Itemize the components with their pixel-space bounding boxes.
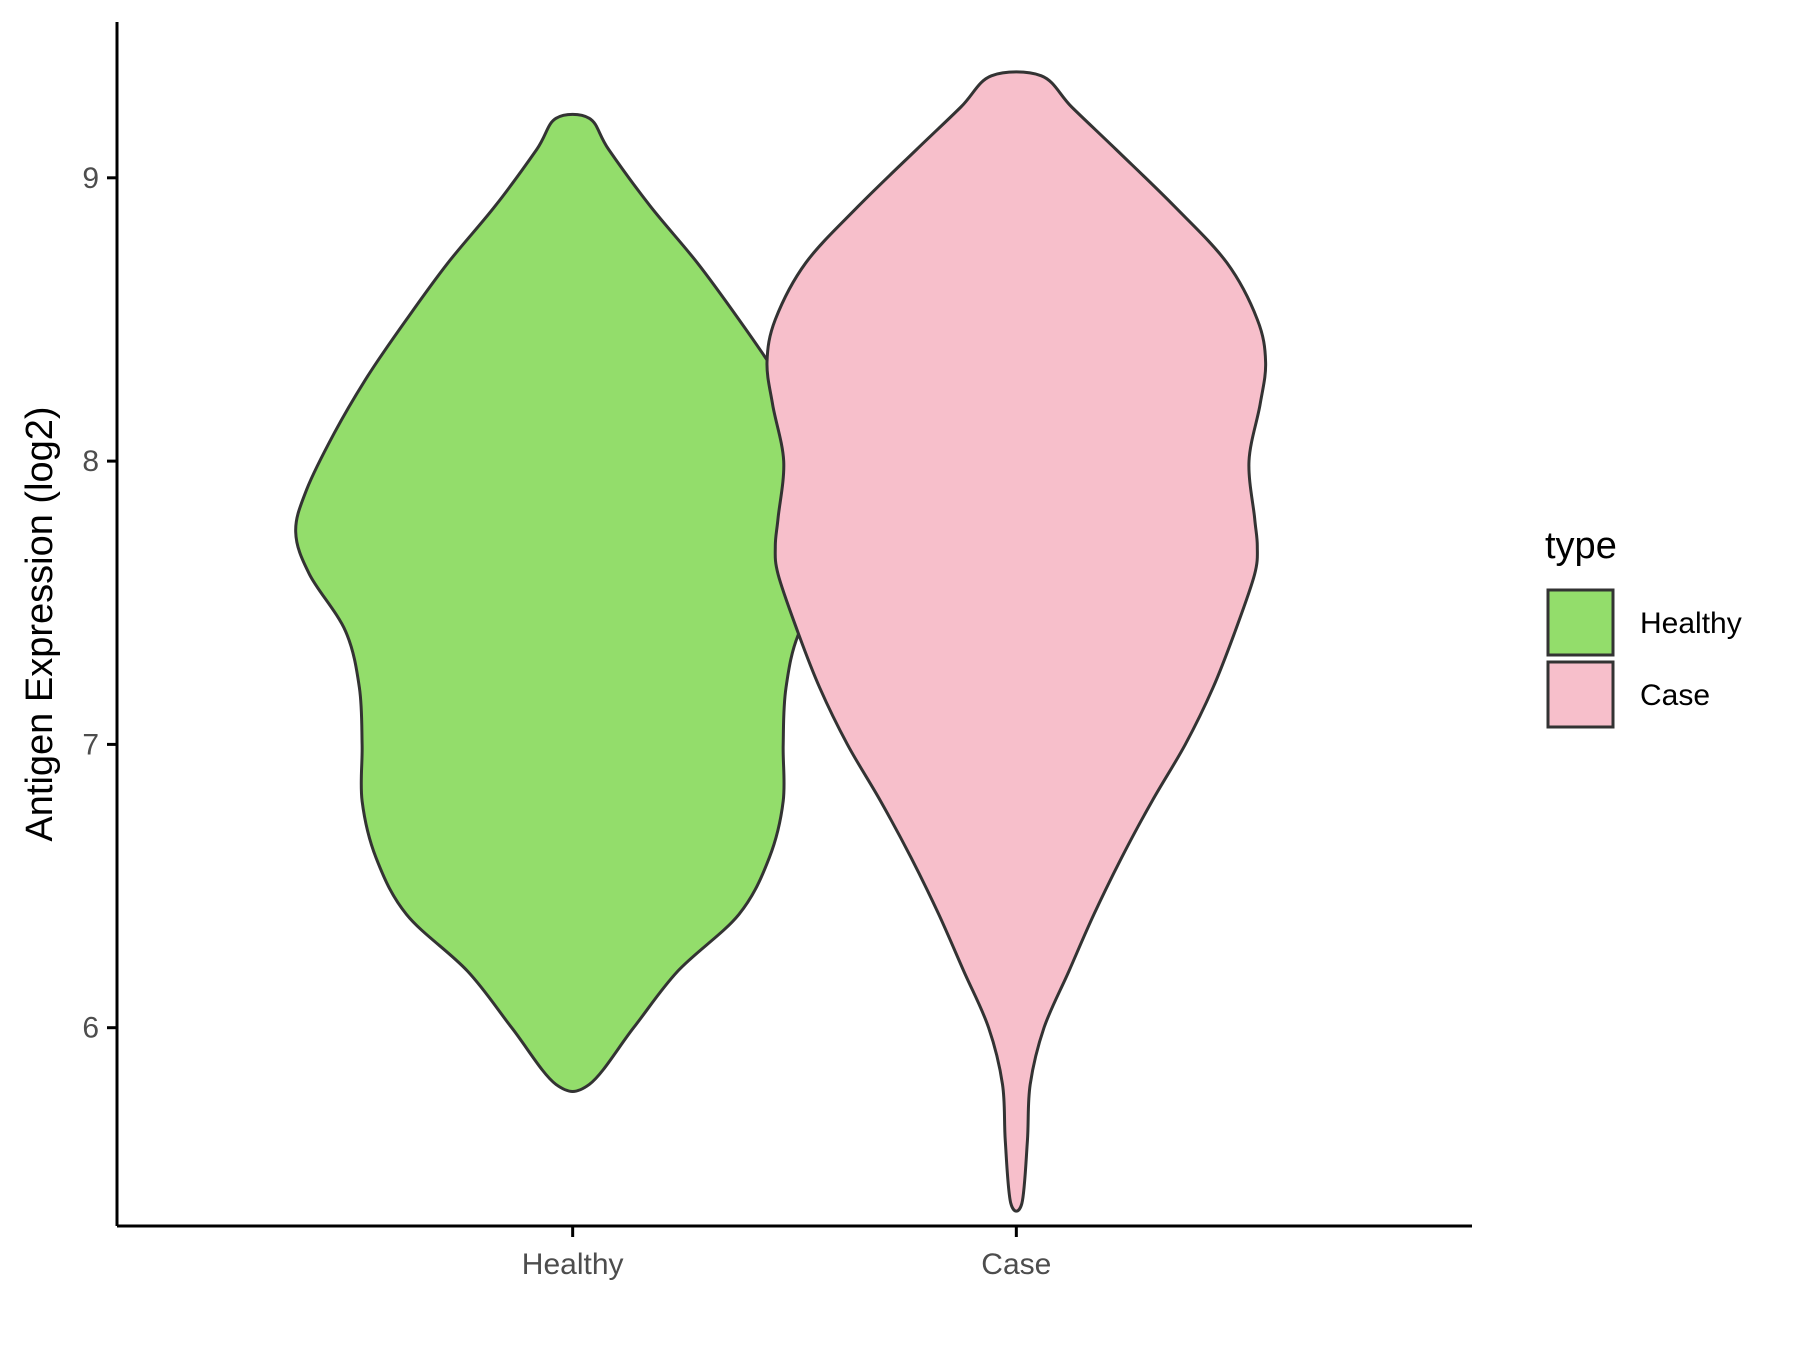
legend-label-case: Case bbox=[1640, 679, 1710, 712]
violin-case bbox=[765, 70, 1268, 1213]
y-axis-title: Antigen Expression (log2) bbox=[19, 406, 61, 841]
x-tick-label: Case bbox=[981, 1248, 1051, 1281]
y-tick-label: 7 bbox=[82, 728, 99, 761]
violin-healthy bbox=[294, 112, 852, 1093]
axes: 6 7 8 9 Healthy Case Antigen Expression (log2) bbox=[19, 22, 1472, 1281]
legend-title: type bbox=[1545, 525, 1617, 567]
legend-swatch-case bbox=[1546, 660, 1615, 729]
y-tick-label: 6 bbox=[82, 1012, 99, 1045]
x-tick-label: Healthy bbox=[522, 1248, 624, 1281]
legend: type Healthy Case bbox=[1545, 525, 1742, 729]
legend-swatch-healthy bbox=[1546, 588, 1615, 657]
legend-label-healthy: Healthy bbox=[1640, 607, 1742, 640]
y-tick-label: 8 bbox=[82, 445, 99, 478]
y-tick-label: 9 bbox=[82, 162, 99, 195]
violin-layer bbox=[294, 70, 1268, 1213]
